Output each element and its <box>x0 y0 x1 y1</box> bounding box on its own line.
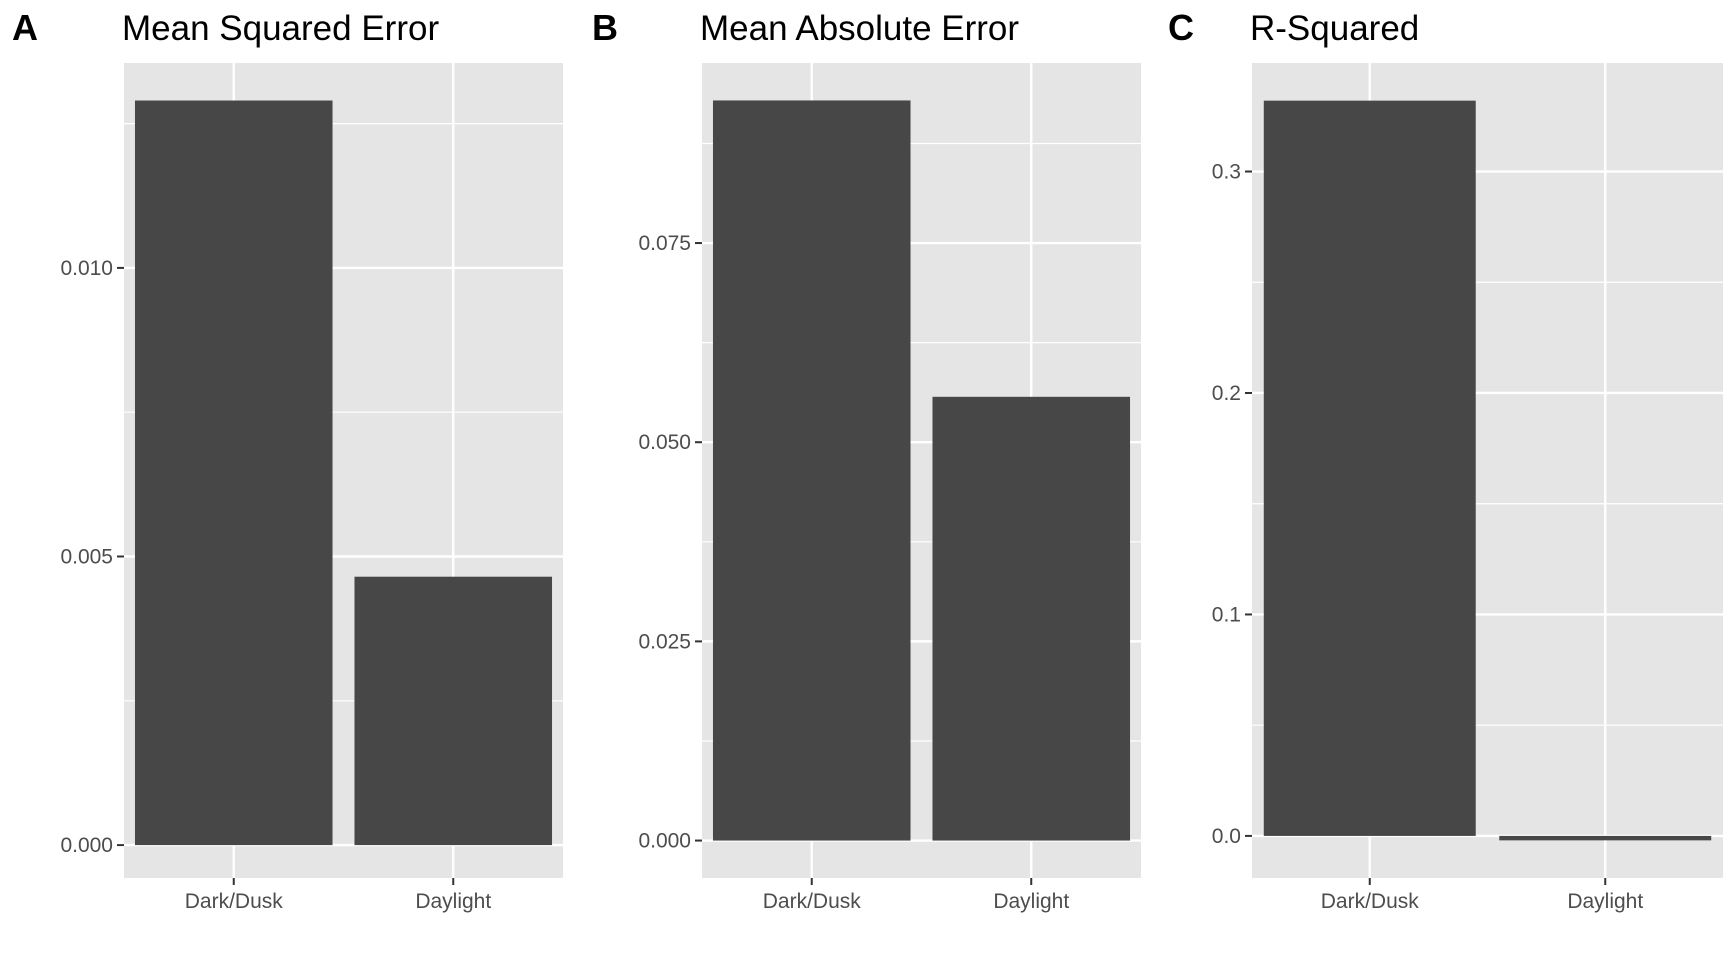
y-tick-label: 0.050 <box>638 431 691 454</box>
panel-title: Mean Absolute Error <box>700 9 1019 48</box>
y-tick-label: 0.3 <box>1212 161 1241 184</box>
panel-tag: C <box>1168 7 1194 48</box>
x-tick-label: Daylight <box>415 890 491 913</box>
bar-daylight <box>354 576 553 846</box>
y-tick-label: 0.1 <box>1212 603 1241 626</box>
panel-c: 0.0 0.1 0.2 0.3 Dark/Dusk Daylight C R-Squared <box>1168 7 1723 913</box>
x-tick-label: Daylight <box>1567 890 1643 913</box>
panel-b: 0.000 0.025 0.050 0.075 Dark/Dusk Daylight B Me… <box>592 7 1141 913</box>
bar-daylight <box>1499 835 1712 841</box>
bar-dark-dusk <box>712 100 911 841</box>
y-tick-label: 0.000 <box>638 830 691 853</box>
y-tick-label: 0.0 <box>1212 825 1241 848</box>
x-tick-label: Dark/Dusk <box>1321 890 1420 913</box>
y-tick-label: 0.025 <box>638 630 691 653</box>
x-tick-label: Daylight <box>993 890 1069 913</box>
y-tick-label: 0.2 <box>1212 382 1241 405</box>
panel-title: Mean Squared Error <box>122 9 439 48</box>
panel-a: 0.000 0.005 0.010 Dark/Dusk Daylight A Mean Sq… <box>12 7 563 913</box>
y-tick-label: 0.010 <box>60 257 113 280</box>
y-tick-label: 0.000 <box>60 834 113 857</box>
y-tick-label: 0.075 <box>638 232 691 255</box>
x-tick-label: Dark/Dusk <box>763 890 862 913</box>
panel-tag: B <box>592 7 618 48</box>
panel-title: R-Squared <box>1250 9 1419 48</box>
x-tick-label: Dark/Dusk <box>185 890 284 913</box>
panel-tag: A <box>12 7 38 48</box>
bar-daylight <box>932 396 1131 841</box>
bar-dark-dusk <box>1263 100 1476 836</box>
y-tick-label: 0.005 <box>60 546 113 569</box>
bar-dark-dusk <box>134 100 333 846</box>
